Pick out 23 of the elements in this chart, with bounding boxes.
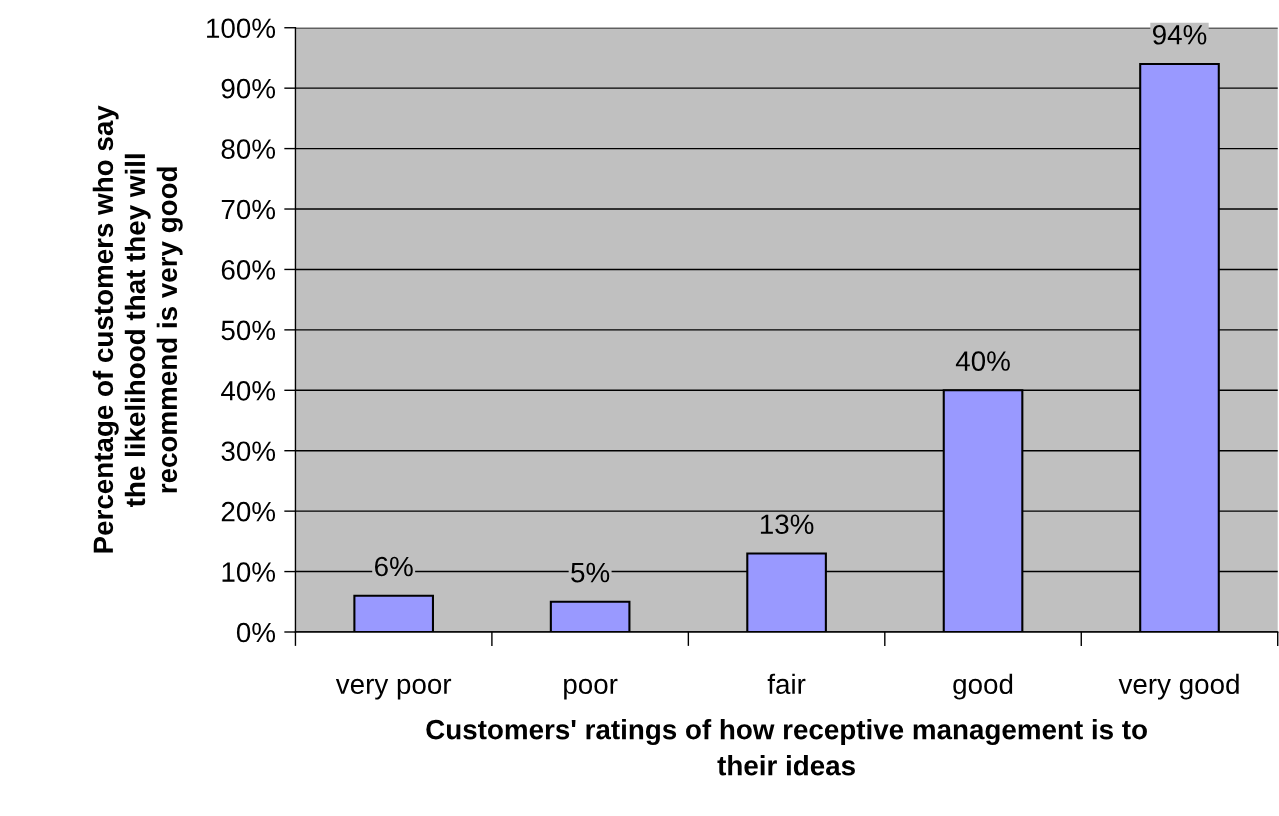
data-label: 40% (955, 351, 1010, 371)
y-tick-label: 100% (207, 18, 276, 39)
data-label: 6% (375, 556, 413, 577)
data-label: 13% (760, 514, 814, 535)
y-tick-label: 90% (221, 78, 276, 99)
y-tick-label: 80% (221, 139, 276, 159)
y-axis-title: Percentage of customers who say the likelihood that they will recommend is very good (92, 105, 183, 553)
y-tick-label: 20% (221, 501, 276, 522)
y-tick-label: 0% (236, 622, 276, 643)
x-tick-label: very good (1118, 673, 1239, 700)
x-tick-label: very poor (335, 678, 452, 700)
y-tick-label: 70% (221, 199, 276, 220)
x-tick-label: good (953, 673, 1013, 700)
y-tick-label: 40% (221, 380, 276, 401)
y-tick-label: 50% (221, 320, 276, 341)
x-axis-title: Customers' ratings of how receptive management is to their ideas (426, 719, 1147, 776)
y-tick-label: 30% (221, 441, 276, 462)
data-label: 94% (1153, 24, 1207, 45)
x-tick-label: poor (564, 678, 618, 700)
y-tick-label: 60% (221, 260, 276, 280)
y-tick-label: 10% (222, 562, 276, 582)
data-label: 5% (571, 562, 610, 583)
x-tick-label: fair (767, 673, 806, 695)
